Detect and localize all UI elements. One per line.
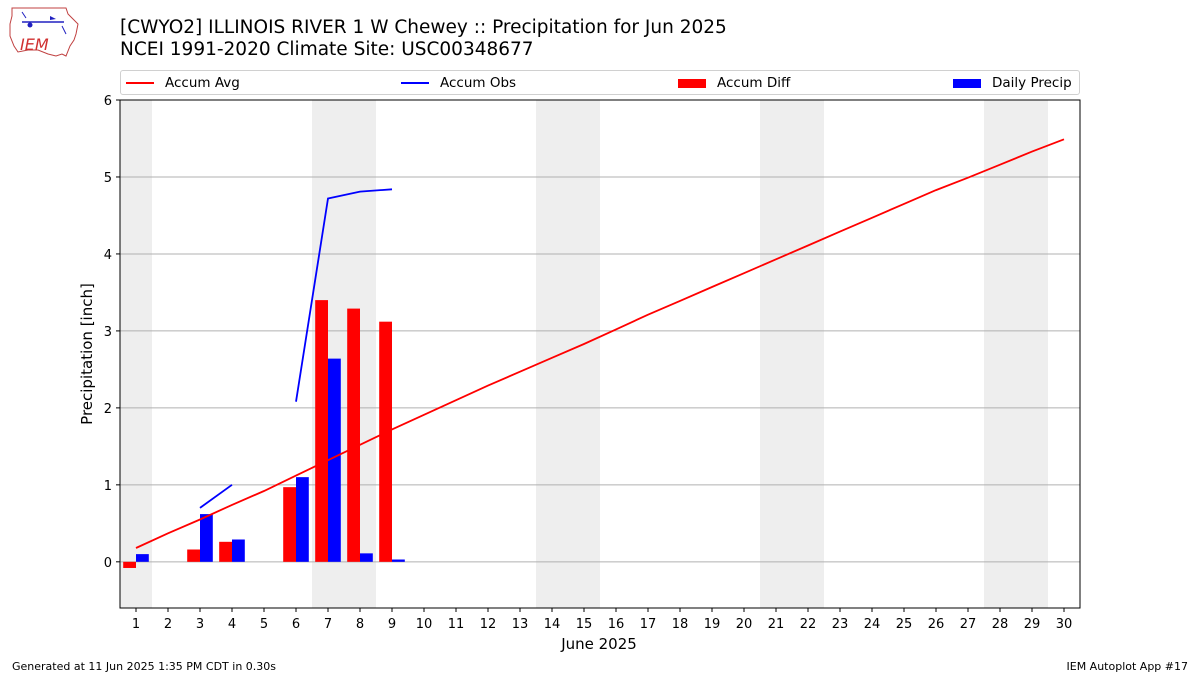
x-tick-label: 8 xyxy=(356,617,364,632)
accum-diff-bar xyxy=(187,549,200,562)
legend-item-accum-obs: Accum Obs xyxy=(401,74,516,92)
daily-precip-bar xyxy=(136,554,149,562)
x-tick-label: 28 xyxy=(992,617,1009,632)
weekend-shade xyxy=(984,100,1048,608)
app-label: IEM Autoplot App #17 xyxy=(1066,660,1189,673)
x-tick-label: 18 xyxy=(672,617,689,632)
legend-label: Accum Obs xyxy=(440,75,517,91)
y-tick-label: 2 xyxy=(104,402,112,417)
accum-avg-line xyxy=(135,138,1065,549)
weekend-shade xyxy=(760,100,824,608)
y-axis-label: Precipitation [inch] xyxy=(78,283,96,425)
legend-line-swatch xyxy=(126,82,154,84)
accum-diff-bar xyxy=(379,321,392,562)
weekend-shade xyxy=(120,100,152,608)
legend-line-swatch xyxy=(401,82,429,84)
x-tick-label: 24 xyxy=(864,617,881,632)
legend-box-swatch xyxy=(678,78,706,88)
daily-precip-bar xyxy=(360,553,373,562)
x-tick-label: 21 xyxy=(768,617,785,632)
generated-timestamp: Generated at 11 Jun 2025 1:35 PM CDT in … xyxy=(12,660,277,673)
legend-label: Daily Precip xyxy=(992,75,1072,91)
x-tick-label: 22 xyxy=(800,617,817,632)
legend-box-swatch xyxy=(953,78,981,88)
accum-diff-bar xyxy=(219,541,232,562)
x-tick-label: 25 xyxy=(896,617,913,632)
x-tick-label: 27 xyxy=(960,617,977,632)
y-tick-label: 1 xyxy=(104,479,112,494)
x-tick-label: 11 xyxy=(448,617,465,632)
x-tick-label: 7 xyxy=(324,617,332,632)
x-tick-label: 12 xyxy=(480,617,497,632)
legend-item-daily-precip: Daily Precip xyxy=(953,74,1072,92)
legend-label: Accum Diff xyxy=(717,75,791,91)
x-tick-label: 15 xyxy=(576,617,593,632)
accum-diff-bar xyxy=(283,487,296,562)
x-tick-label: 29 xyxy=(1024,617,1041,632)
accum-obs-line xyxy=(295,188,393,402)
weekend-shading xyxy=(120,100,1048,608)
accum-obs-line xyxy=(199,484,233,509)
legend-label: Accum Avg xyxy=(165,75,240,91)
chart-title: [CWYO2] ILLINOIS RIVER 1 W Chewey :: Pre… xyxy=(120,17,727,38)
x-tick-label: 23 xyxy=(832,617,849,632)
x-tick-label: 6 xyxy=(292,617,300,632)
iem-logo: IEM xyxy=(8,6,80,58)
daily-precip-bar xyxy=(296,477,309,562)
weekend-shade xyxy=(536,100,600,608)
daily-precip-bar xyxy=(328,358,341,562)
x-tick-label: 1 xyxy=(132,617,140,632)
x-tick-label: 3 xyxy=(196,617,204,632)
plot-frame xyxy=(119,99,1081,609)
x-tick-label: 2 xyxy=(164,617,172,632)
logo-text: IEM xyxy=(20,35,49,54)
daily-precip-bar xyxy=(392,559,405,562)
x-tick-label: 16 xyxy=(608,617,625,632)
x-tick-label: 17 xyxy=(640,617,657,632)
y-tick-label: 0 xyxy=(104,556,112,571)
bars xyxy=(123,300,405,568)
x-tick-label: 10 xyxy=(416,617,433,632)
daily-precip-bar xyxy=(200,514,213,562)
legend-item-accum-diff: Accum Diff xyxy=(678,74,790,92)
y-tick-label: 3 xyxy=(104,325,112,340)
x-tick-label: 13 xyxy=(512,617,529,632)
x-tick-label: 14 xyxy=(544,617,561,632)
y-tick-label: 6 xyxy=(104,94,112,109)
lines xyxy=(135,138,1065,549)
x-tick-label: 5 xyxy=(260,617,268,632)
chart-legend: Accum Avg Accum Obs Accum Diff Daily Pre… xyxy=(120,70,1080,95)
x-tick-label: 19 xyxy=(704,617,721,632)
y-tick-label: 4 xyxy=(104,248,112,263)
x-axis-label: June 2025 xyxy=(560,635,637,653)
accum-diff-bar xyxy=(123,561,136,568)
accum-diff-bar xyxy=(347,308,360,562)
daily-precip-bar xyxy=(232,539,245,562)
x-tick-label: 9 xyxy=(388,617,396,632)
accum-diff-bar xyxy=(315,300,328,562)
x-tick-label: 4 xyxy=(228,617,236,632)
x-tick-label: 30 xyxy=(1056,617,1073,632)
legend-item-accum-avg: Accum Avg xyxy=(126,74,240,92)
y-tick-label: 5 xyxy=(104,171,112,186)
x-tick-label: 20 xyxy=(736,617,753,632)
chart-subtitle: NCEI 1991-2020 Climate Site: USC00348677 xyxy=(120,39,534,60)
x-tick-label: 26 xyxy=(928,617,945,632)
